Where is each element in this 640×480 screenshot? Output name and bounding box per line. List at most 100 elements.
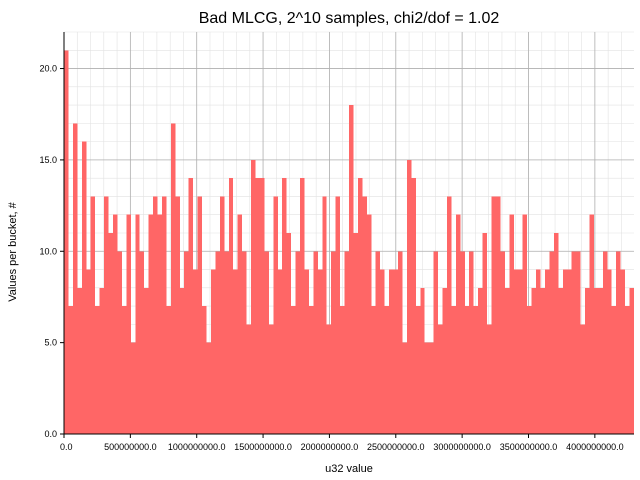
histogram-bar [251,159,256,434]
histogram-bar [77,287,82,434]
x-tick-label: 4000000000.0 [566,442,624,452]
histogram-bar [549,251,554,434]
histogram-bar [130,342,136,434]
histogram-bar [411,178,416,434]
histogram-bar [184,251,189,434]
y-tick-label: 15.0 [39,155,57,165]
histogram-bar [157,214,162,434]
histogram-bar [193,269,198,434]
histogram-bar [282,178,287,434]
histogram-bar [153,196,158,434]
histogram-bar [562,269,568,434]
histogram-bar [389,269,394,434]
histogram-bar [246,324,252,434]
histogram-bar [170,123,176,434]
histogram-bar [420,287,425,434]
x-tick-label: 1000000000.0 [168,442,226,452]
histogram-bar [406,159,412,434]
histogram-bar [567,269,572,434]
histogram-bar [366,214,372,434]
histogram-bar [504,287,510,434]
y-tick-label: 0.0 [44,429,57,439]
x-tick-label: 500000000.0 [104,442,157,452]
histogram-bar [277,269,283,434]
histogram-bar [219,196,225,434]
histogram-bar [598,287,603,434]
histogram-bar [291,306,296,434]
histogram-bar [166,306,171,434]
histogram-bar [357,178,363,434]
histogram-bar [522,214,528,434]
histogram-bar [242,251,247,434]
histogram-bar [179,287,185,434]
histogram-bar [228,178,234,434]
histogram-bar [393,269,398,434]
histogram-bar [90,196,96,434]
histogram-bar [540,287,545,434]
histogram-bar [148,214,154,434]
histogram-bar [402,342,407,434]
histogram-bar [491,196,496,434]
histogram-bar [602,251,608,434]
histogram-bar [295,251,301,434]
histogram-bar [446,196,452,434]
histogram-bar [589,214,594,434]
histogram-bar [210,269,216,434]
histogram-bar [64,50,69,434]
histogram-bar [255,178,260,434]
histogram-bar [224,251,229,434]
x-tick-label: 1500000000.0 [234,442,292,452]
histogram-bar [442,287,447,434]
histogram-bar [268,324,274,434]
x-axis-label: u32 value [325,463,373,475]
histogram-bar [518,269,523,434]
x-ticks: 0.0 500000000.0 1000000000.0 1500000000.0 20… [60,434,624,452]
histogram-bar [108,233,113,434]
histogram-bar [340,306,345,434]
histogram-bar [478,287,483,434]
histogram-bar [202,306,207,434]
histogram-bar [237,214,243,434]
histogram-bar [335,196,341,434]
histogram-bar [99,287,105,434]
histogram-bar [544,269,550,434]
x-tick-label: 2500000000.0 [367,442,425,452]
histogram-bar [326,324,332,434]
histogram-bar [625,306,630,434]
histogram-bar [362,196,367,434]
histogram-bar [424,342,430,434]
histogram-bar [300,178,305,434]
histogram-bar [215,251,220,434]
histogram-bar [331,251,336,434]
histogram-bar [117,251,122,434]
histogram-bar [415,306,421,434]
x-tick-label: 0.0 [60,442,73,452]
x-tick-label: 3000000000.0 [433,442,491,452]
histogram-bar [460,251,465,434]
histogram-bar [95,306,100,434]
histogram-bar [264,251,269,434]
histogram-bar [451,306,456,434]
axes [63,32,634,435]
histogram-bar [308,306,314,434]
histogram-bar [438,324,443,434]
x-tick-label: 3500000000.0 [500,442,558,452]
histogram-bar [482,233,488,434]
histogram-bar [553,233,559,434]
histogram-bar [593,287,599,434]
histogram-bar [304,269,309,434]
histogram-bar [536,269,541,434]
histogram-bar [509,214,514,434]
histogram-bar [144,287,149,434]
y-ticks: 0.0 5.0 10.0 15.0 20.0 [39,64,64,439]
histogram-bar [349,105,354,434]
histogram-bar [455,214,461,434]
histogram-bar [620,269,626,434]
histogram-bar [121,306,127,434]
histogram-bars [64,50,634,435]
histogram-bar [197,196,203,434]
histogram-bar [188,178,194,434]
histogram-bar [206,342,211,434]
histogram-bar [313,251,318,434]
